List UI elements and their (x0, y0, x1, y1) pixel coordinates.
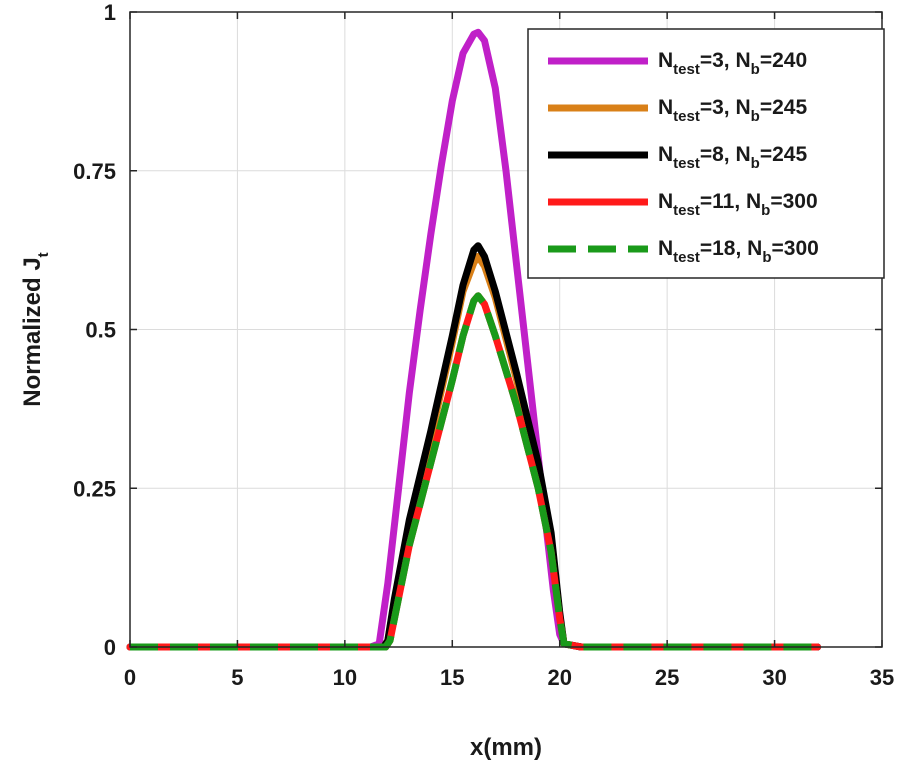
legend-label-2-n2: N (735, 143, 750, 166)
legend-label-4: Ntest=18, Nb=300 (658, 237, 819, 266)
y-tick-label-0: 0 (104, 635, 116, 660)
x-tick-label-6: 30 (762, 665, 786, 690)
y-axis-label-subscript: t (35, 252, 52, 257)
legend-label-0-val2: =240 (760, 49, 807, 72)
legend-label-4-n2: N (747, 237, 762, 260)
x-tick-label-1: 5 (231, 665, 243, 690)
series-group (126, 28, 821, 651)
legend-label-3-val2: =300 (770, 190, 817, 213)
legend-label-4-val2: =300 (772, 237, 819, 260)
legend-label-3-sub2: b (761, 202, 770, 219)
y-tick-label-1: 0.25 (73, 476, 116, 501)
x-tick-label-3: 15 (440, 665, 464, 690)
legend-label-2: Ntest=8, Nb=245 (658, 143, 807, 172)
legend-label-0-sub2: b (751, 61, 760, 78)
legend-label-1-n1: N (658, 96, 673, 119)
x-tick-label-5: 25 (655, 665, 679, 690)
legend-label-4-n1: N (658, 237, 673, 260)
legend-label-2-sub1: test (673, 155, 700, 172)
legend-label-1-val2: =245 (760, 96, 808, 119)
legend-label-0-n2: N (735, 49, 750, 72)
legend-label-1: Ntest=3, Nb=245 (658, 96, 807, 125)
y-tick-label-2: 0.5 (85, 318, 116, 343)
legend-label-0-n1: N (658, 49, 673, 72)
legend-label-2-n1: N (658, 143, 673, 166)
legend-label-1-n2: N (735, 96, 750, 119)
x-tick-label-7: 35 (870, 665, 894, 690)
x-tick-label-0: 0 (124, 665, 136, 690)
legend-label-1-sub1: test (673, 108, 700, 125)
legend-label-3-val1: =11, (700, 190, 746, 213)
legend-label-1-val1: =3, (700, 96, 736, 119)
x-tick-label-4: 20 (547, 665, 571, 690)
legend-label-2-sub2: b (751, 155, 760, 172)
axis-ticks: 0 5 10 15 20 25 30 35 0 0.25 0.5 0.75 1 (73, 0, 894, 690)
legend-label-4-sub2: b (762, 249, 771, 266)
legend-label-1-sub2: b (751, 108, 760, 125)
legend-label-0: Ntest=3, Nb=240 (658, 49, 807, 78)
legend-label-3-sub1: test (673, 202, 700, 219)
legend-label-4-val1: =18, (700, 237, 747, 260)
legend-label-4-sub1: test (673, 249, 700, 266)
x-tick-label-2: 10 (333, 665, 357, 690)
y-axis-label-main: Normalized J (19, 257, 46, 406)
legend-label-3-n2: N (746, 190, 761, 213)
legend-label-0-val1: =3, (700, 49, 736, 72)
y-tick-label-4: 1 (104, 0, 116, 25)
y-tick-label-3: 0.75 (73, 159, 116, 184)
series-line-4 (130, 292, 818, 651)
legend-label-0-sub1: test (673, 61, 700, 78)
legend-label-2-val1: =8, (700, 143, 736, 166)
legend-label-3-n1: N (658, 190, 673, 213)
y-axis-label: Normalized Jt (19, 252, 52, 406)
legend-label-3: Ntest=11, Nb=300 (658, 190, 818, 219)
legend-label-2-val2: =245 (760, 143, 808, 166)
x-axis-label: x(mm) (470, 734, 542, 761)
